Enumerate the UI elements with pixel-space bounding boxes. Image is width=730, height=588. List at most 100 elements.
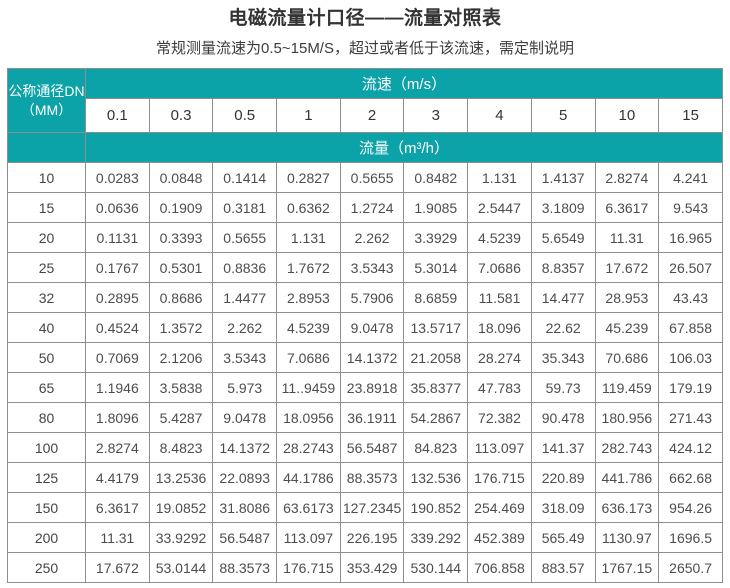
flow-value-cell: 662.68 (658, 462, 723, 493)
flow-value-cell: 5.7906 (339, 282, 405, 313)
velocity-col-header: 3 (403, 98, 469, 133)
flow-value-cell: 127.2345 (339, 492, 405, 523)
table-body: 10 0.0283 0.0848 0.1414 0.2827 0.5655 0.8482 1.… (7, 162, 723, 583)
flow-value-cell: 0.1909 (148, 192, 214, 223)
flow-value-cell: 6.3617 (85, 492, 150, 523)
flow-value-cell: 3.3929 (403, 222, 469, 253)
flow-value-cell: 8.4823 (148, 432, 214, 463)
flow-value-cell: 1767.15 (594, 552, 660, 583)
corner-header-line2: （MM） (20, 101, 73, 118)
flow-value-cell: 35.343 (530, 342, 596, 373)
flow-value-cell: 0.5655 (339, 162, 405, 193)
flow-value-cell: 1.1946 (85, 372, 150, 403)
flow-value-cell: 5.3014 (403, 252, 469, 283)
dn-cell: 50 (7, 342, 86, 373)
flow-value-cell: 63.6173 (276, 492, 341, 523)
flow-value-cell: 56.5487 (212, 522, 278, 553)
flow-value-cell: 1.7672 (276, 252, 341, 283)
flow-value-cell: 43.43 (658, 282, 723, 313)
flow-value-cell: 53.0144 (148, 552, 214, 583)
table-row: 250 17.672 53.0144 88.3573 176.715 353.429 530… (7, 552, 723, 583)
flow-value-cell: 565.49 (530, 522, 596, 553)
flow-value-cell: 271.43 (658, 402, 723, 433)
flow-value-cell: 26.507 (658, 252, 723, 283)
flow-value-cell: 0.4524 (85, 312, 150, 343)
flow-value-cell: 0.5301 (148, 252, 214, 283)
flow-value-cell: 883.57 (530, 552, 596, 583)
dn-cell: 125 (7, 462, 86, 493)
flow-value-cell: 5.973 (212, 372, 278, 403)
flow-value-cell: 441.786 (594, 462, 660, 493)
page-title: 电磁流量计口径——流量对照表 (228, 8, 502, 29)
flow-value-cell: 3.1809 (530, 192, 596, 223)
flow-value-cell: 7.0686 (467, 252, 532, 283)
flow-value-cell: 22.62 (530, 312, 596, 343)
flow-value-cell: 530.144 (403, 552, 469, 583)
flow-value-cell: 35.8377 (403, 372, 469, 403)
flow-value-cell: 179.19 (658, 372, 723, 403)
table-row: 32 0.2895 0.8686 1.4477 2.8953 5.7906 8.6859 11… (7, 282, 723, 313)
flow-value-cell: 1.3572 (148, 312, 214, 343)
flow-value-cell: 33.9292 (148, 522, 214, 553)
flow-value-cell: 44.1786 (276, 462, 341, 493)
flow-value-cell: 72.382 (467, 402, 532, 433)
flow-value-cell: 0.2895 (85, 282, 150, 313)
dn-cell: 65 (7, 372, 86, 403)
flow-value-cell: 2.8274 (85, 432, 150, 463)
table-row: 65 1.1946 3.5838 5.973 11..9459 23.8918 35.837… (7, 372, 723, 403)
flow-value-cell: 3.5343 (339, 252, 405, 283)
flow-value-cell: 954.26 (658, 492, 723, 523)
table-row: 15 0.0636 0.1909 0.3181 0.6362 1.2724 1.9085 2.… (7, 192, 723, 223)
flow-value-cell: 4.5239 (467, 222, 532, 253)
flow-value-cell: 54.2867 (403, 402, 469, 433)
flow-value-cell: 17.672 (85, 552, 150, 583)
flow-value-cell: 11..9459 (276, 372, 341, 403)
flow-value-cell: 14.1372 (339, 342, 405, 373)
velocity-band-header: 流速（m/s） (85, 68, 723, 99)
flow-value-cell: 318.09 (530, 492, 596, 523)
flow-value-cell: 56.5487 (339, 432, 405, 463)
flow-value-cell: 0.0283 (85, 162, 150, 193)
flow-comparison-table: 公称通径DN （MM） 流速（m/s） 0.1 0.3 0.5 1 2 3 4 5 10 15 流… (7, 68, 723, 583)
flow-value-cell: 106.03 (658, 342, 723, 373)
flow-value-cell: 0.1414 (212, 162, 278, 193)
flow-value-cell: 88.3573 (339, 462, 405, 493)
flow-value-cell: 8.6859 (403, 282, 469, 313)
velocity-band-row: 公称通径DN （MM） 流速（m/s） (7, 68, 723, 133)
flow-value-cell: 3.5838 (148, 372, 214, 403)
flow-value-cell: 353.429 (339, 552, 405, 583)
velocity-col-header: 1 (276, 98, 341, 133)
flow-value-cell: 0.3393 (148, 222, 214, 253)
dn-cell: 150 (7, 492, 86, 523)
flow-value-cell: 70.686 (594, 342, 660, 373)
flow-value-cell: 180.956 (594, 402, 660, 433)
dn-cell: 200 (7, 522, 86, 553)
flow-value-cell: 28.953 (594, 282, 660, 313)
flow-value-cell: 5.4287 (148, 402, 214, 433)
velocity-col-header: 10 (594, 98, 660, 133)
table-row: 10 0.0283 0.0848 0.1414 0.2827 0.5655 0.8482 1.… (7, 162, 723, 193)
flow-value-cell: 59.73 (530, 372, 596, 403)
flow-value-cell: 2650.7 (658, 552, 723, 583)
dn-cell: 80 (7, 402, 86, 433)
flow-value-cell: 282.743 (594, 432, 660, 463)
velocity-col-header: 0.3 (148, 98, 214, 133)
flow-value-cell: 132.536 (403, 462, 469, 493)
flow-value-cell: 11.31 (594, 222, 660, 253)
flow-value-cell: 11.581 (467, 282, 532, 313)
flow-value-cell: 190.852 (403, 492, 469, 523)
flow-value-cell: 0.8482 (403, 162, 469, 193)
flow-value-cell: 636.173 (594, 492, 660, 523)
table-row: 25 0.1767 0.5301 0.8836 1.7672 3.5343 5.3014 7.… (7, 252, 723, 283)
page-subtitle: 常规测量流速为0.5~15M/S，超过或者低于该流速，需定制说明 (156, 40, 574, 57)
flow-value-cell: 2.262 (339, 222, 405, 253)
flow-value-cell: 47.783 (467, 372, 532, 403)
empty-corner-cell (7, 132, 86, 163)
flow-value-cell: 14.1372 (212, 432, 278, 463)
flow-value-cell: 1130.97 (594, 522, 660, 553)
flow-value-cell: 1.131 (467, 162, 532, 193)
flow-value-cell: 0.8686 (148, 282, 214, 313)
flow-value-cell: 0.7069 (85, 342, 150, 373)
flow-value-cell: 2.5447 (467, 192, 532, 223)
flow-value-cell: 0.5655 (212, 222, 278, 253)
